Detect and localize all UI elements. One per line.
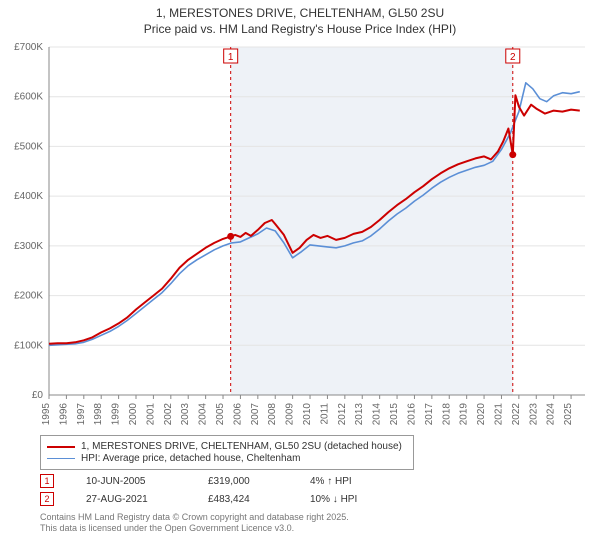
x-tick-label: 2003 xyxy=(180,403,191,426)
x-tick-label: 2008 xyxy=(267,403,278,426)
x-tick-label: 2009 xyxy=(285,403,296,426)
y-tick-label: £400K xyxy=(14,191,43,202)
legend-swatch xyxy=(47,446,75,448)
x-tick-label: 2007 xyxy=(250,403,261,426)
x-tick-label: 1999 xyxy=(111,403,122,426)
x-tick-label: 2006 xyxy=(232,403,243,426)
x-tick-label: 2015 xyxy=(389,403,400,426)
transaction-row: 1 10-JUN-2005 £319,000 4% ↑ HPI xyxy=(40,474,590,488)
legend-row: HPI: Average price, detached house, Chel… xyxy=(47,453,407,464)
x-tick-label: 2023 xyxy=(528,403,539,426)
y-tick-label: £0 xyxy=(32,390,44,401)
transaction-price: £483,424 xyxy=(208,494,278,505)
x-tick-label: 2020 xyxy=(476,403,487,426)
y-tick-label: £600K xyxy=(14,92,43,103)
transaction-delta: 4% ↑ HPI xyxy=(310,476,400,487)
x-tick-label: 2017 xyxy=(424,403,435,426)
x-tick-label: 1996 xyxy=(58,403,69,426)
title-subtitle: Price paid vs. HM Land Registry's House … xyxy=(0,22,600,38)
transaction-list: 1 10-JUN-2005 £319,000 4% ↑ HPI 2 27-AUG-2021… xyxy=(40,474,590,506)
marker-label: 2 xyxy=(510,52,516,63)
legend-row: 1, MERESTONES DRIVE, CHELTENHAM, GL50 2S… xyxy=(47,441,407,452)
y-tick-label: £200K xyxy=(14,291,43,302)
transaction-delta: 10% ↓ HPI xyxy=(310,494,400,505)
x-tick-label: 2018 xyxy=(441,403,452,426)
x-tick-label: 1997 xyxy=(76,403,87,426)
transaction-date: 10-JUN-2005 xyxy=(86,476,176,487)
transaction-price: £319,000 xyxy=(208,476,278,487)
x-tick-label: 2025 xyxy=(563,403,574,426)
transaction-date: 27-AUG-2021 xyxy=(86,494,176,505)
x-tick-label: 2019 xyxy=(459,403,470,426)
x-tick-label: 2011 xyxy=(319,403,330,425)
x-tick-label: 2013 xyxy=(354,403,365,426)
y-tick-label: £300K xyxy=(14,241,43,252)
x-tick-label: 2021 xyxy=(493,403,504,426)
x-tick-label: 2024 xyxy=(546,403,557,426)
legend-label: HPI: Average price, detached house, Chel… xyxy=(81,453,300,464)
x-tick-label: 2000 xyxy=(128,403,139,426)
x-tick-label: 2012 xyxy=(337,403,348,426)
x-tick-label: 2014 xyxy=(372,403,383,426)
y-tick-label: £500K xyxy=(14,142,43,153)
x-tick-label: 2002 xyxy=(163,403,174,426)
legend-swatch xyxy=(47,458,75,459)
footer-line-2: This data is licensed under the Open Gov… xyxy=(40,523,590,534)
chart-title: 1, MERESTONES DRIVE, CHELTENHAM, GL50 2S… xyxy=(0,0,600,39)
x-tick-label: 1995 xyxy=(41,403,52,426)
x-tick-label: 2001 xyxy=(145,403,156,426)
legend: 1, MERESTONES DRIVE, CHELTENHAM, GL50 2S… xyxy=(40,435,414,470)
x-tick-label: 2010 xyxy=(302,403,313,426)
y-tick-label: £100K xyxy=(14,340,43,351)
title-address: 1, MERESTONES DRIVE, CHELTENHAM, GL50 2S… xyxy=(0,6,600,22)
transaction-row: 2 27-AUG-2021 £483,424 10% ↓ HPI xyxy=(40,492,590,506)
marker-label: 1 xyxy=(228,52,234,63)
x-tick-label: 2005 xyxy=(215,403,226,426)
x-tick-label: 2016 xyxy=(406,403,417,426)
chart-area: £0 £100K £200K £300K £400K £500K £600K £700K 199… xyxy=(5,39,595,429)
chart-container: 1, MERESTONES DRIVE, CHELTENHAM, GL50 2S… xyxy=(0,0,600,560)
footer-attribution: Contains HM Land Registry data © Crown c… xyxy=(40,512,590,534)
x-tick-label: 1998 xyxy=(93,403,104,426)
legend-label: 1, MERESTONES DRIVE, CHELTENHAM, GL50 2S… xyxy=(81,441,402,452)
footer-line-1: Contains HM Land Registry data © Crown c… xyxy=(40,512,590,523)
x-tick-label: 2022 xyxy=(511,403,522,426)
transaction-marker: 1 xyxy=(40,474,54,488)
x-tick-label: 2004 xyxy=(198,403,209,426)
transaction-marker: 2 xyxy=(40,492,54,506)
y-tick-label: £700K xyxy=(14,42,43,53)
